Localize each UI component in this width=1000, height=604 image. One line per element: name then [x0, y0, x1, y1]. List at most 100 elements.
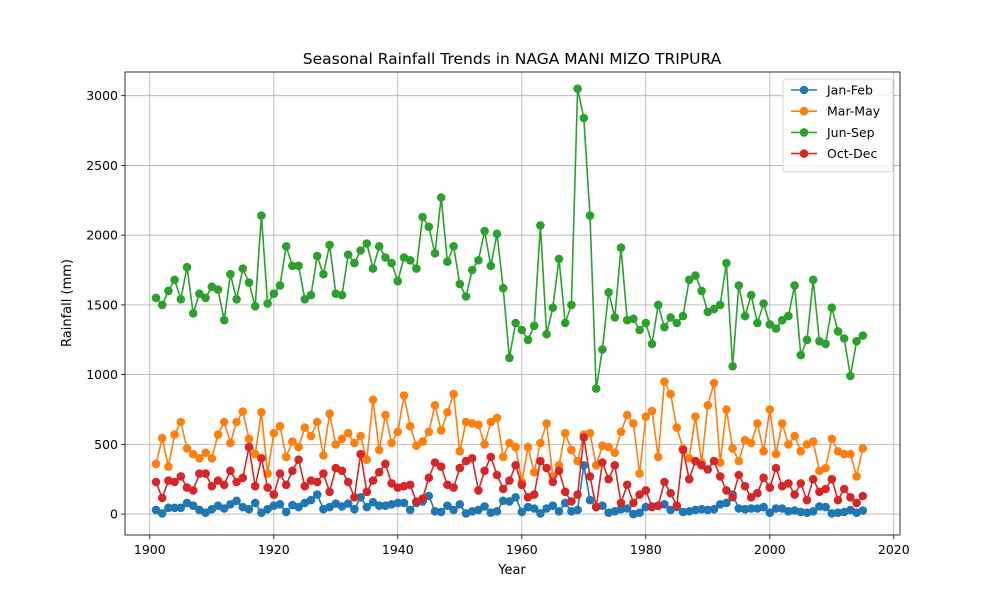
- data-point-oct-dec: [319, 469, 328, 478]
- data-point-jun-sep: [517, 325, 527, 335]
- data-point-oct-dec: [672, 501, 682, 511]
- data-point-jan-feb: [164, 503, 173, 513]
- y-tick-label: 500: [94, 437, 118, 452]
- data-point-mar-may: [170, 430, 179, 439]
- data-point-jun-sep: [647, 339, 657, 349]
- data-point-mar-may: [399, 391, 409, 400]
- data-point-mar-may: [213, 430, 223, 439]
- data-point-mar-may: [288, 437, 297, 446]
- data-point-jan-feb: [796, 507, 806, 517]
- data-point-oct-dec: [151, 477, 161, 487]
- data-point-oct-dec: [784, 479, 793, 488]
- data-point-jun-sep: [653, 300, 663, 310]
- data-point-jun-sep: [474, 255, 483, 265]
- data-point-jun-sep: [666, 313, 675, 322]
- data-point-jan-feb: [294, 502, 303, 512]
- data-point-oct-dec: [436, 462, 446, 472]
- data-point-jan-feb: [815, 502, 824, 511]
- data-point-jun-sep: [635, 325, 644, 335]
- data-point-oct-dec: [746, 493, 756, 502]
- data-point-jun-sep: [449, 242, 458, 251]
- data-point-oct-dec: [579, 433, 589, 442]
- data-point-oct-dec: [821, 484, 830, 494]
- data-point-oct-dec: [660, 477, 669, 487]
- data-point-jan-feb: [306, 495, 316, 505]
- data-point-jun-sep: [405, 255, 415, 265]
- data-point-mar-may: [846, 449, 855, 459]
- data-point-mar-may: [281, 452, 291, 462]
- data-point-mar-may: [560, 428, 570, 438]
- data-point-mar-may: [418, 437, 427, 446]
- data-point-jan-feb: [399, 498, 409, 508]
- data-point-mar-may: [604, 442, 613, 452]
- data-point-jun-sep: [430, 249, 440, 258]
- data-point-jun-sep: [362, 239, 372, 248]
- data-point-jan-feb: [703, 505, 713, 515]
- data-point-mar-may: [226, 438, 235, 448]
- data-point-jun-sep: [467, 265, 477, 275]
- data-point-jun-sep: [263, 299, 272, 308]
- data-point-jun-sep: [542, 329, 551, 339]
- data-point-oct-dec: [430, 458, 440, 467]
- data-point-mar-may: [808, 437, 818, 446]
- data-point-jan-feb: [833, 508, 843, 517]
- data-point-mar-may: [492, 413, 502, 423]
- data-point-jan-feb: [635, 508, 644, 517]
- data-point-oct-dec: [294, 455, 303, 465]
- data-point-jun-sep: [802, 335, 812, 345]
- data-point-oct-dec: [281, 480, 291, 490]
- data-point-mar-may: [195, 454, 204, 463]
- data-point-jan-feb: [176, 503, 186, 513]
- data-point-oct-dec: [833, 495, 843, 505]
- data-point-oct-dec: [325, 487, 334, 497]
- data-point-mar-may: [511, 442, 520, 452]
- data-point-jun-sep: [368, 264, 378, 273]
- data-point-oct-dec: [232, 477, 241, 487]
- data-point-jan-feb: [232, 496, 241, 506]
- data-point-jun-sep: [312, 251, 322, 261]
- data-point-jun-sep: [486, 261, 496, 271]
- data-point-oct-dec: [622, 480, 632, 490]
- data-point-jun-sep: [176, 295, 186, 304]
- data-point-mar-may: [244, 434, 254, 444]
- data-point-jan-feb: [691, 505, 700, 515]
- legend-box: [782, 78, 894, 173]
- data-point-mar-may: [486, 417, 496, 427]
- data-point-jan-feb: [219, 504, 229, 513]
- data-point-mar-may: [188, 449, 198, 459]
- data-point-oct-dec: [275, 469, 285, 478]
- data-point-oct-dec: [759, 473, 768, 483]
- data-point-oct-dec: [356, 449, 365, 459]
- data-point-jun-sep: [715, 300, 725, 310]
- data-point-jun-sep: [393, 276, 403, 286]
- series-line-mar-may: [155, 378, 864, 483]
- data-point-jan-feb: [759, 502, 768, 512]
- data-point-jun-sep: [350, 258, 359, 268]
- data-point-jun-sep: [616, 243, 626, 252]
- data-point-jan-feb: [641, 502, 651, 512]
- data-point-jan-feb: [393, 498, 403, 508]
- data-point-jun-sep: [523, 335, 533, 345]
- data-point-mar-may: [585, 428, 595, 438]
- data-point-oct-dec: [709, 456, 719, 466]
- data-point-jun-sep: [672, 318, 682, 328]
- data-point-mar-may: [703, 401, 713, 410]
- y-tick-label: 3000: [86, 88, 118, 103]
- y-tick-label: 2000: [86, 228, 118, 243]
- x-axis-label: Year: [497, 563, 526, 578]
- data-point-mar-may: [771, 449, 781, 459]
- data-point-oct-dec: [808, 474, 818, 484]
- data-point-oct-dec: [455, 463, 465, 473]
- data-point-jan-feb: [343, 499, 353, 508]
- data-point-jun-sep: [201, 293, 210, 303]
- data-point-jan-feb: [188, 501, 198, 511]
- data-point-oct-dec: [536, 456, 545, 466]
- data-point-mar-may: [753, 419, 762, 428]
- data-point-jan-feb: [356, 493, 365, 502]
- data-point-jan-feb: [170, 503, 179, 513]
- data-point-oct-dec: [219, 480, 229, 490]
- data-point-mar-may: [505, 438, 514, 448]
- data-point-oct-dec: [195, 469, 204, 478]
- data-point-oct-dec: [548, 477, 558, 487]
- data-point-jun-sep: [660, 322, 669, 332]
